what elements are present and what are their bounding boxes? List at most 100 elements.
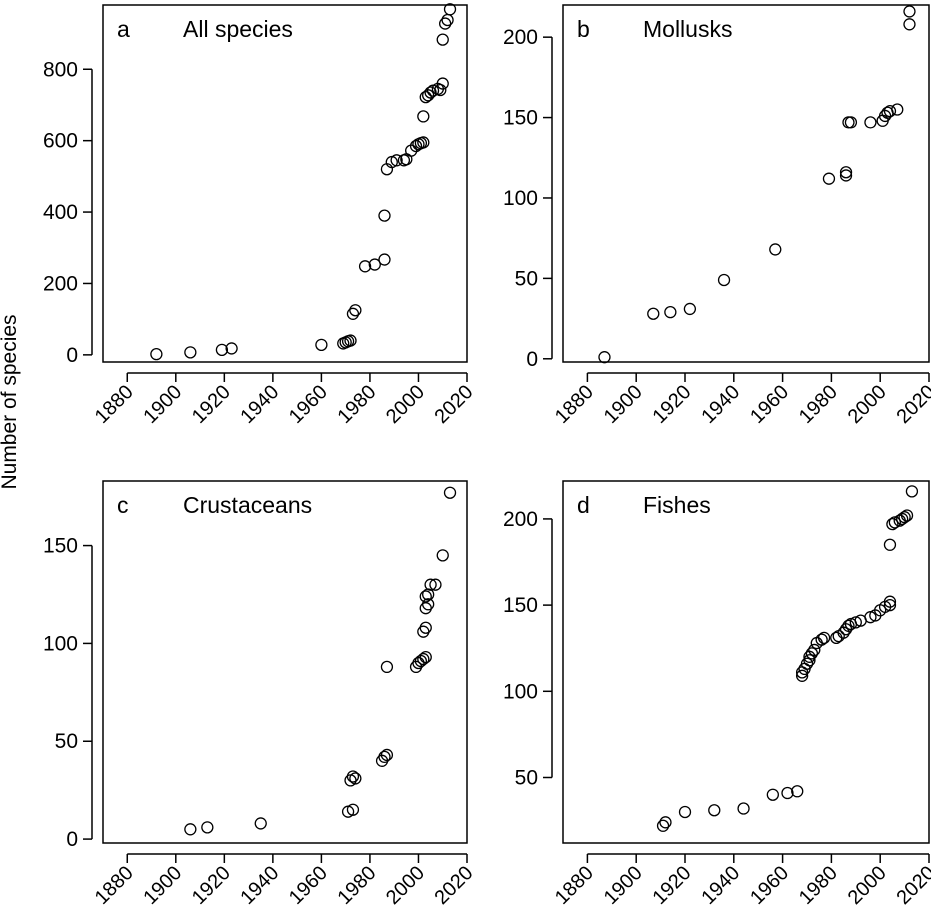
panel-d-point: [849, 616, 862, 629]
panel-a-point: [439, 17, 452, 30]
panel-a-point: [443, 3, 457, 16]
panel-d-x-tick-label: 1980: [795, 862, 842, 905]
panel-c-x-tick-label: 1920: [188, 862, 235, 905]
panel-b-letter: b: [577, 16, 590, 42]
panel-c-x-tick-label: 1880: [91, 862, 138, 905]
panel-b-y-tick-label: 100: [503, 187, 538, 210]
panel-b-x-tick-label: 1920: [649, 381, 696, 428]
panel-b-x-tick-label: 1900: [600, 381, 647, 428]
panel-a-x-tick-label: 1900: [139, 381, 186, 428]
panel-b-point: [839, 166, 853, 179]
panel-a-point: [346, 307, 360, 320]
panel-d-x-tick-label: 1940: [697, 862, 744, 905]
panel-a-x-tick-label: 2000: [382, 381, 429, 428]
panel-a-point: [349, 304, 362, 317]
panel-b-point: [883, 104, 897, 118]
panel-d-point: [678, 805, 692, 819]
panel-c-point: [419, 590, 432, 603]
panel-b-x-tick-label: 2020: [893, 381, 931, 428]
panel-d-point: [898, 511, 911, 524]
panel-d-letter: d: [577, 492, 590, 518]
panel-d-point: [905, 485, 919, 498]
panel-d-point: [659, 816, 672, 829]
panel-a-title: All species: [183, 16, 293, 42]
panel-a-frame: [102, 4, 468, 363]
panel-a-x-tick-label: 1920: [188, 381, 235, 428]
panel-b-point: [903, 5, 916, 18]
panel-b-x-tick-label: 1940: [697, 381, 744, 428]
panel-b-point: [598, 351, 611, 364]
panel-c-point: [443, 486, 457, 499]
panel-d-point: [886, 517, 899, 531]
panel-d-y-tick-label: 200: [503, 508, 538, 531]
panel-a-y-tick-label: 800: [43, 58, 78, 81]
panel-b-x-tick-label: 1980: [795, 381, 842, 428]
panel-c-point: [380, 748, 394, 762]
panel-c-point: [424, 578, 437, 591]
panel-b-y-tick-label: 200: [503, 26, 538, 49]
panel-d-point: [708, 804, 721, 817]
panel-c-point: [184, 823, 197, 836]
panel-a-y-tick-label: 0: [66, 344, 78, 367]
panel-b-x-tick-label: 1960: [746, 381, 793, 428]
panel-b-point: [647, 307, 660, 320]
panel-d: d Fishes 1880 1900 1920 1940 1960 1980 2000 2020 5…: [503, 480, 931, 905]
panel-b-point: [842, 116, 855, 129]
panel-c-point: [419, 621, 432, 634]
panel-a-letter: a: [117, 16, 130, 42]
panel-b-point: [717, 273, 731, 287]
panel-b-point: [844, 116, 858, 129]
panel-c-title: Crustaceans: [183, 492, 312, 518]
panel-d-x-tick-label: 1900: [600, 862, 647, 905]
panel-a-point: [184, 346, 197, 359]
panel-d-x-tick-label: 1880: [551, 862, 598, 905]
panel-d-x-tick-label: 2000: [844, 862, 891, 905]
panel-a-point: [344, 334, 357, 347]
panel-b-point: [769, 243, 782, 256]
panel-d-point: [888, 516, 901, 529]
panel-c-point: [380, 660, 394, 674]
panel-c-point: [346, 770, 360, 783]
panel-a-point: [215, 343, 229, 357]
panel-c-point: [429, 578, 442, 591]
panel-d-title: Fishes: [643, 492, 711, 518]
shared-y-axis-label: Number of species: [0, 314, 21, 489]
panel-d-x-tick-label: 1960: [746, 862, 793, 905]
panel-b-y-tick-label: 150: [503, 107, 538, 130]
panel-a-x-tick-label: 1960: [285, 381, 332, 428]
panel-b-point: [903, 18, 916, 31]
panel-d-y-tick-label: 150: [503, 594, 538, 617]
panel-d-point: [803, 654, 816, 667]
panel-d-frame: [562, 480, 930, 844]
panel-c-x-tick-label: 2020: [431, 862, 478, 905]
panel-a-point: [150, 347, 163, 361]
panel-c-point: [419, 650, 432, 664]
panel-a-point: [417, 136, 430, 149]
panel-a-point: [417, 110, 430, 123]
panel-d-point: [842, 619, 855, 632]
panel-c-y-tick-label: 150: [43, 535, 78, 558]
panel-d-point: [791, 785, 804, 798]
panel-d-point: [800, 657, 814, 670]
panel-d-x-tick-label: 2020: [893, 862, 931, 905]
panel-a-point: [358, 260, 372, 273]
panel-a-x-tick-label: 1980: [333, 381, 380, 428]
panel-d-point: [808, 643, 821, 657]
panel-c-x-tick-label: 2000: [382, 862, 429, 905]
panel-a-x-tick-label: 1880: [91, 381, 138, 428]
panel-b-y-tick-label: 0: [526, 348, 538, 371]
panel-c-point: [201, 821, 214, 834]
panel-d-x-tick-label: 1920: [649, 862, 696, 905]
panel-a-point: [378, 209, 391, 222]
panel-d-point: [656, 819, 670, 832]
panel-d-point: [883, 538, 897, 551]
panel-a-point: [390, 154, 403, 167]
panel-c-point: [417, 625, 430, 638]
panel-d-point: [900, 509, 914, 522]
panel-c-x-tick-label: 1960: [285, 862, 332, 905]
panel-d-point: [864, 611, 877, 624]
panel-a-point: [225, 342, 238, 355]
panel-a-point: [315, 338, 328, 352]
